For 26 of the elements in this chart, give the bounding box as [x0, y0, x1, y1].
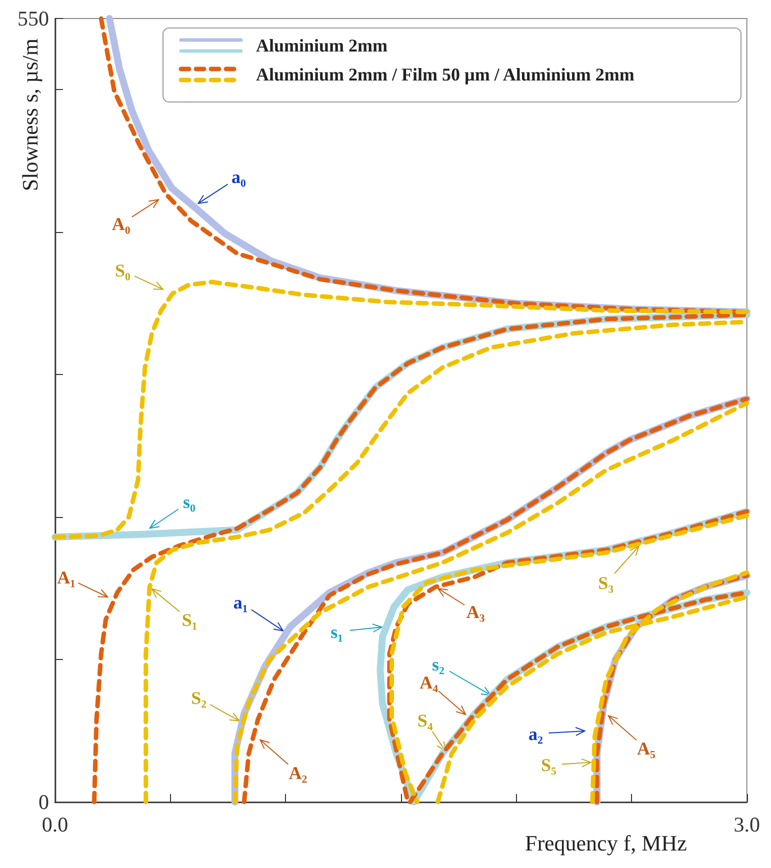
- annotation: A₂: [288, 762, 308, 783]
- annotation: S₁: [182, 610, 198, 630]
- annotation: A₄: [420, 672, 439, 693]
- annotation: A₅: [636, 738, 656, 759]
- annotation: a₁: [233, 592, 248, 612]
- annotation: s₂: [432, 654, 444, 675]
- annotation: A₁: [57, 567, 76, 588]
- annotation: s₁: [330, 622, 343, 642]
- y-tick-label: 550: [18, 6, 49, 30]
- annotation: S₅: [541, 755, 556, 776]
- x-axis-title: Frequency f, MHz: [524, 830, 688, 856]
- x-tick-label: 3.0: [734, 812, 760, 836]
- annotation: A₃: [466, 602, 486, 622]
- x-tick-label: 0.0: [42, 812, 68, 836]
- annotation: a₂: [528, 724, 543, 744]
- annotation: s₀: [183, 492, 196, 512]
- legend-label: Aluminium 2mm: [256, 36, 388, 56]
- annotation: A₀: [112, 214, 130, 234]
- annotation: S₄: [417, 710, 434, 731]
- y-axis-title: Slowness s, µs/m: [18, 38, 42, 192]
- annotation: a₀: [231, 167, 246, 188]
- y-tick-label: 0: [38, 790, 49, 814]
- annotation: S₂: [191, 688, 207, 708]
- annotation: S₃: [598, 573, 614, 594]
- legend-label: Aluminium 2mm / Film 50 µm / Aluminium 2mm: [256, 64, 634, 84]
- annotation: S₀: [114, 260, 130, 281]
